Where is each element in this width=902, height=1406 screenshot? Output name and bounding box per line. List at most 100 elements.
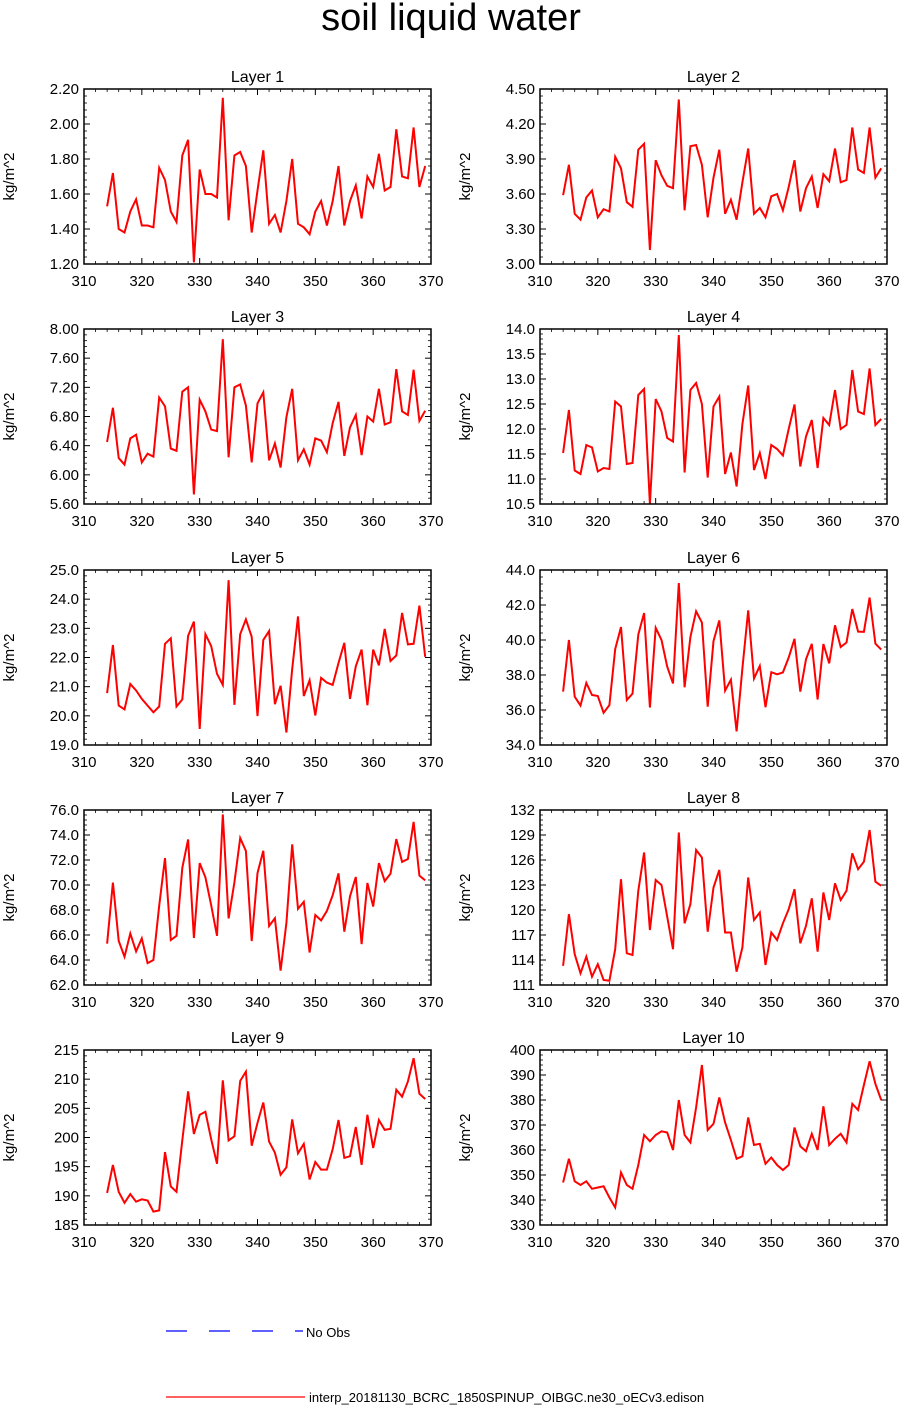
- y-axis-label: kg/m^2: [457, 1114, 474, 1162]
- chart-panel: Layer 9 kg/m^2 185 190 195 200 205 210 215 310 320…: [1, 1030, 444, 1251]
- x-tick-label: 350: [759, 273, 784, 290]
- series-line-model: [106, 1057, 426, 1213]
- x-tick-label: 310: [71, 1234, 96, 1251]
- x-tick-label: 330: [187, 754, 212, 771]
- chart-panel: Layer 4 kg/m^2 10.5 11.0 11.5 12.0 12.5 13.0 13.…: [457, 309, 900, 530]
- chart-panel: Layer 5 kg/m^2 19.0 20.0 21.0 22.0 23.0 24.0 25.…: [1, 550, 444, 771]
- y-tick-label: 11.5: [507, 446, 535, 463]
- series-line-model: [106, 814, 426, 971]
- x-tick-label: 310: [71, 754, 96, 771]
- y-tick-label: 123: [510, 877, 535, 894]
- x-tick-label: 350: [303, 273, 328, 290]
- series-line-model: [562, 1061, 883, 1211]
- y-tick-label: 6.40: [50, 438, 79, 455]
- x-tick-label: 350: [303, 513, 328, 530]
- x-tick-label: 340: [701, 273, 726, 290]
- y-tick-label: 40.0: [506, 632, 535, 649]
- panel-title: Layer 3: [231, 309, 284, 326]
- panel-title: Layer 6: [687, 550, 740, 567]
- panel-title: Layer 9: [231, 1030, 284, 1047]
- panels-group: Layer 1 kg/m^2 1.20 1.40 1.60 1.80 2.00 2.20 310…: [1, 69, 900, 1251]
- x-tick-label: 360: [361, 1234, 386, 1251]
- y-axis-label: kg/m^2: [1, 634, 18, 682]
- x-tick-label: 360: [817, 513, 842, 530]
- y-tick-label: 42.0: [506, 597, 535, 614]
- x-tick-label: 310: [71, 994, 96, 1011]
- x-tick-label: 360: [817, 273, 842, 290]
- x-tick-label: 340: [701, 994, 726, 1011]
- series-line-model: [106, 339, 427, 495]
- series-line-model: [562, 99, 883, 251]
- y-tick-label: 195: [54, 1159, 79, 1176]
- x-tick-label: 310: [527, 1234, 552, 1251]
- series-line-model: [106, 580, 427, 733]
- chart-panel: Layer 1 kg/m^2 1.20 1.40 1.60 1.80 2.00 2.20 310…: [1, 69, 444, 290]
- x-tick-label: 370: [874, 754, 899, 771]
- x-tick-label: 320: [129, 994, 154, 1011]
- y-tick-label: 3.30: [506, 221, 535, 238]
- x-tick-label: 360: [361, 994, 386, 1011]
- x-tick-label: 350: [303, 994, 328, 1011]
- legend-obs-label: No Obs: [306, 1325, 351, 1340]
- y-tick-label: 210: [54, 1071, 79, 1088]
- chart-panel: Layer 3 kg/m^2 5.60 6.00 6.40 6.80 7.20 7.60 8.0…: [1, 309, 444, 530]
- y-tick-label: 24.0: [50, 591, 79, 608]
- y-tick-label: 66.0: [50, 927, 79, 944]
- y-tick-label: 74.0: [50, 827, 79, 844]
- x-tick-label: 350: [759, 1234, 784, 1251]
- y-tick-label: 205: [54, 1100, 79, 1117]
- panel-title: Layer 1: [231, 69, 284, 86]
- plot-frame: [83, 328, 432, 505]
- y-tick-label: 390: [510, 1067, 535, 1084]
- y-tick-label: 76.0: [50, 802, 79, 819]
- x-tick-label: 350: [759, 513, 784, 530]
- x-tick-label: 350: [303, 754, 328, 771]
- legend-model-label: interp_20181130_BCRC_1850SPINUP_OIBGC.ne…: [309, 1390, 704, 1405]
- x-tick-label: 370: [874, 273, 899, 290]
- x-tick-label: 370: [874, 1234, 899, 1251]
- y-tick-label: 62.0: [50, 977, 79, 994]
- x-tick-label: 340: [245, 513, 270, 530]
- x-tick-label: 360: [361, 513, 386, 530]
- y-axis-label: kg/m^2: [457, 634, 474, 682]
- y-tick-label: 117: [511, 927, 535, 944]
- y-tick-label: 1.80: [50, 151, 79, 168]
- plot-frame: [83, 1049, 432, 1226]
- plot-frame: [83, 569, 432, 746]
- x-tick-label: 310: [527, 754, 552, 771]
- x-tick-label: 320: [129, 513, 154, 530]
- panel-title: Layer 10: [682, 1030, 744, 1047]
- y-tick-label: 215: [54, 1042, 79, 1059]
- y-tick-label: 3.60: [506, 186, 535, 203]
- y-tick-label: 5.60: [50, 496, 79, 513]
- plot-frame: [539, 328, 888, 505]
- chart-panel: Layer 6 kg/m^2 34.0 36.0 38.0 40.0 42.0 44.0 310…: [457, 550, 900, 771]
- x-tick-label: 370: [418, 1234, 443, 1251]
- x-tick-label: 320: [585, 754, 610, 771]
- series-line-model: [562, 334, 882, 505]
- y-tick-label: 190: [54, 1188, 79, 1205]
- y-tick-label: 111: [512, 977, 535, 994]
- y-tick-label: 350: [510, 1167, 535, 1184]
- chart-panel: Layer 2 kg/m^2 3.00 3.30 3.60 3.90 4.20 4.50 310…: [457, 69, 900, 290]
- y-axis-label: kg/m^2: [457, 393, 474, 441]
- y-tick-label: 4.50: [506, 81, 535, 98]
- panel-title: Layer 7: [231, 790, 284, 807]
- panel-title: Layer 4: [687, 309, 740, 326]
- x-tick-label: 360: [817, 754, 842, 771]
- x-tick-label: 350: [303, 1234, 328, 1251]
- x-tick-label: 360: [817, 994, 842, 1011]
- x-tick-label: 320: [585, 1234, 610, 1251]
- plot-frame: [539, 88, 888, 265]
- y-tick-label: 6.00: [50, 467, 79, 484]
- x-tick-label: 320: [585, 994, 610, 1011]
- y-tick-label: 64.0: [50, 952, 79, 969]
- y-tick-label: 400: [510, 1042, 535, 1059]
- y-tick-label: 120: [510, 902, 535, 919]
- main-title: soil liquid water: [321, 0, 581, 39]
- x-tick-label: 320: [585, 513, 610, 530]
- x-tick-label: 370: [874, 513, 899, 530]
- y-tick-label: 34.0: [506, 737, 535, 754]
- panel-title: Layer 2: [687, 69, 740, 86]
- y-tick-label: 2.00: [50, 116, 79, 133]
